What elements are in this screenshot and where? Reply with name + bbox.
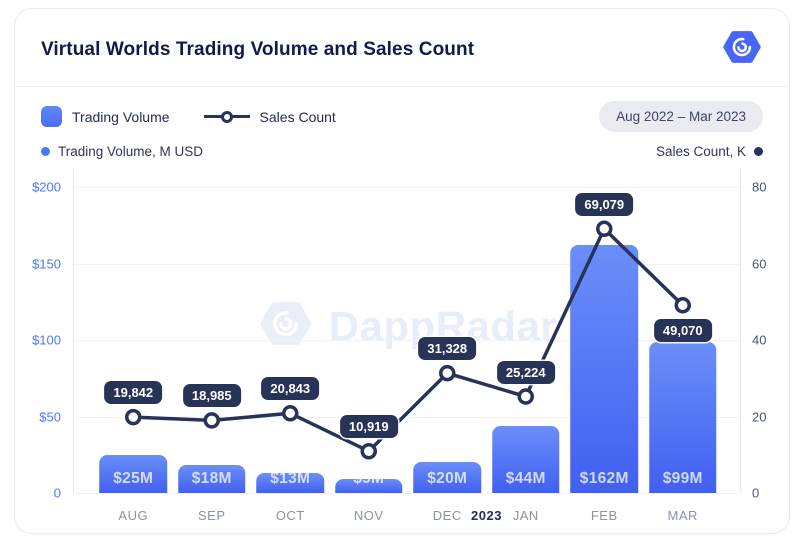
bar-sep[interactable]: [178, 465, 246, 493]
line-marker-feb[interactable]: [596, 220, 613, 238]
line-value-pill: 20,843: [261, 377, 320, 401]
bar-value-label: $25M: [113, 470, 154, 487]
x-axis-year-label: 2023: [471, 508, 502, 523]
legend-trading-volume[interactable]: Trading Volume: [41, 106, 170, 127]
bar-aug[interactable]: [99, 454, 167, 493]
column-sep: $18M SEP: [173, 169, 252, 523]
left-axis-caption-label: Trading Volume, M USD: [58, 144, 204, 159]
bar-value-label: $44M: [505, 470, 546, 487]
line-value-pill: 18,985: [182, 384, 241, 408]
y-tick-left: $100: [32, 332, 61, 348]
column-aug: $25M AUG: [94, 169, 173, 523]
y-tick-left: 0: [53, 485, 61, 501]
x-axis-label-mar: MAR: [667, 508, 698, 523]
legend-row: Trading Volume Sales Count Aug 2022 – Ma…: [15, 87, 789, 136]
plot-area: DappRadar $25M AUG $18M SEP $13M OCT $9M NOV $20…: [73, 169, 741, 523]
legend-sales-count-label: Sales Count: [259, 108, 336, 125]
line-value-pill: 25,224: [496, 360, 555, 384]
right-axis-caption: Sales Count, K: [656, 144, 763, 159]
column-dec: $20M DEC: [408, 169, 487, 523]
column-feb: $162M FEB: [565, 169, 644, 523]
x-axis-label-nov: NOV: [353, 508, 384, 523]
axis-caption-row: Trading Volume, M USD Sales Count, K: [15, 136, 789, 161]
navy-dot-icon: [754, 147, 763, 156]
bar-value-label: $13M: [270, 470, 311, 487]
line-marker-mar[interactable]: [674, 297, 691, 314]
x-axis-label-oct: OCT: [275, 508, 305, 523]
bar-value-label: $9M: [353, 470, 385, 487]
y-tick-right: 60: [752, 256, 767, 271]
line-marker-oct[interactable]: [282, 405, 299, 422]
line-marker-jan[interactable]: [517, 388, 534, 405]
page-title: Virtual Worlds Trading Volume and Sales …: [41, 38, 475, 60]
trading-volume-swatch-icon: [41, 106, 62, 127]
line-value-pill: 10,919: [339, 415, 398, 439]
line-value-pill: 69,079: [575, 192, 634, 216]
line-marker-sep[interactable]: [203, 412, 220, 429]
column-nov: $9M NOV: [330, 169, 409, 523]
gridline: [74, 187, 740, 188]
bar-value-label: $99M: [662, 470, 703, 487]
legend-sales-count[interactable]: Sales Count: [203, 108, 336, 125]
bar-feb[interactable]: [570, 245, 638, 493]
sales-count-line-marker-icon: [203, 110, 250, 123]
line-marker-nov[interactable]: [360, 442, 377, 460]
gridline: [74, 493, 740, 494]
y-tick-right: 80: [752, 179, 767, 195]
y-tick-right: 20: [752, 409, 767, 424]
right-axis-caption-label: Sales Count, K: [655, 144, 746, 159]
y-axis-left: $200 $150 $100 $50 0: [15, 169, 73, 501]
y-tick-left: $200: [32, 179, 61, 195]
bar-nov[interactable]: [335, 479, 403, 493]
y-tick-right: 0: [752, 485, 760, 501]
period-badge: Aug 2022 – Mar 2023: [599, 101, 763, 132]
dappradar-logo-icon: [721, 27, 763, 72]
left-axis-caption: Trading Volume, M USD: [41, 144, 203, 159]
line-path: [131, 227, 685, 453]
gridline: [74, 263, 740, 265]
x-axis-label-dec: DEC: [432, 508, 462, 523]
bar-value-label: $162M: [579, 470, 629, 487]
x-axis-label-sep: SEP: [197, 508, 226, 523]
gridline: [74, 340, 740, 341]
x-axis-label-aug: AUG: [118, 508, 149, 523]
y-tick-left: $50: [39, 409, 61, 424]
y-tick-right: 40: [752, 332, 767, 348]
line-value-pill: 19,842: [104, 381, 163, 405]
legend-trading-volume-label: Trading Volume: [72, 108, 170, 125]
bar-value-label: $18M: [191, 470, 232, 487]
chart-card: Virtual Worlds Trading Volume and Sales …: [14, 8, 790, 534]
sales-count-line: [125, 220, 691, 460]
line-marker-aug[interactable]: [125, 408, 142, 426]
x-axis-label-feb: FEB: [590, 508, 618, 523]
line-marker-dec[interactable]: [439, 364, 456, 382]
column-mar: $99M MAR: [644, 169, 723, 523]
blue-dot-icon: [41, 147, 50, 156]
bar-value-label: $20M: [427, 470, 468, 487]
gridline: [74, 416, 740, 418]
column-oct: $13M OCT: [251, 169, 330, 523]
bar-oct[interactable]: [256, 473, 324, 493]
bar-dec[interactable]: [413, 462, 481, 493]
column-jan: $44M JAN: [487, 169, 566, 523]
line-value-pill: 49,070: [653, 319, 712, 343]
y-axis-right: 80 60 40 20 0: [741, 169, 789, 501]
bar-mar[interactable]: [649, 341, 717, 493]
bar-jan[interactable]: [492, 425, 560, 493]
header: Virtual Worlds Trading Volume and Sales …: [15, 9, 789, 87]
x-axis-label-jan: JAN: [512, 508, 539, 523]
line-value-pill: 31,328: [418, 337, 477, 361]
chart: $200 $150 $100 $50 0 DappRadar $25M AUG $18M SE…: [15, 169, 789, 523]
y-tick-left: $150: [32, 256, 61, 271]
